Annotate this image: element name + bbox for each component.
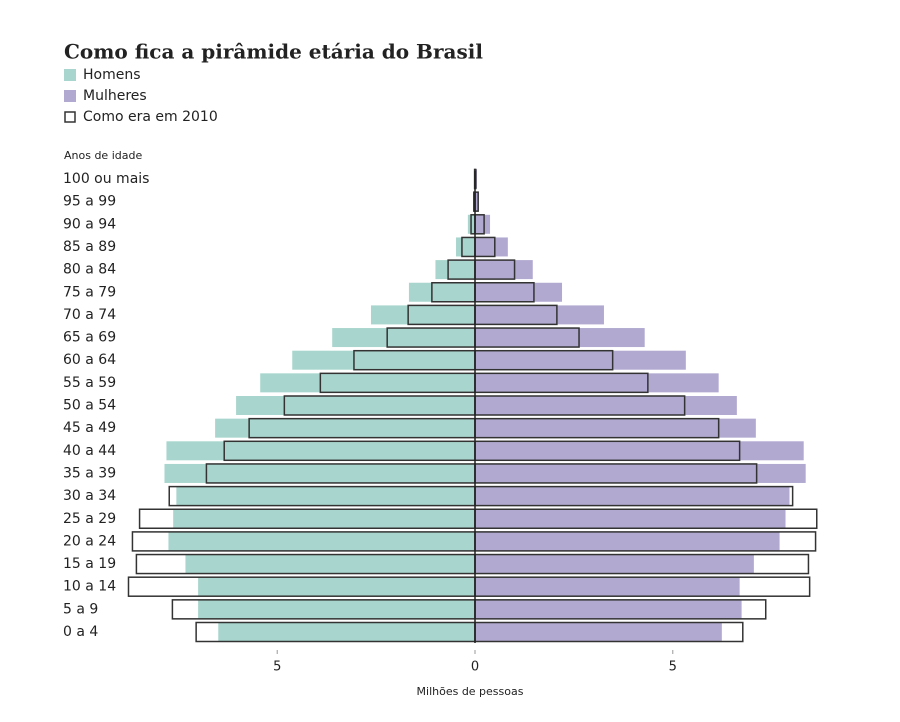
legend-swatch <box>65 112 75 122</box>
bar <box>475 215 490 234</box>
bar <box>260 373 475 392</box>
legend-swatch <box>64 90 76 102</box>
bar <box>475 419 756 438</box>
legend-label: Homens <box>83 67 141 83</box>
bar <box>475 237 508 256</box>
legend-label: Mulheres <box>83 88 147 104</box>
bar <box>168 532 475 551</box>
y-tick-label: 45 a 49 <box>63 420 116 436</box>
y-tick-label: 10 a 14 <box>63 579 116 595</box>
bar <box>475 623 722 642</box>
bar <box>475 373 719 392</box>
bar <box>475 487 789 506</box>
bar <box>475 441 804 460</box>
bar <box>198 577 475 596</box>
bar <box>215 419 475 438</box>
bar <box>176 487 475 506</box>
legend-label: Como era em 2010 <box>83 109 218 125</box>
y-tick-label: 95 a 99 <box>63 194 116 210</box>
y-tick-label: 30 a 34 <box>63 488 116 504</box>
y-tick-label: 20 a 24 <box>63 533 116 549</box>
y-tick-label: 5 a 9 <box>63 601 98 617</box>
y-tick-label: 85 a 89 <box>63 239 116 255</box>
x-axis-label: Milhões de pessoas <box>417 685 524 698</box>
y-axis-label: Anos de idade <box>64 149 142 162</box>
bar <box>475 396 737 415</box>
bar <box>292 351 475 370</box>
legend-swatch <box>64 69 76 81</box>
bar <box>218 623 475 642</box>
bar <box>475 305 604 324</box>
bar <box>185 555 475 574</box>
bar <box>435 260 475 279</box>
y-tick-label: 90 a 94 <box>63 216 116 232</box>
bar <box>166 441 475 460</box>
y-tick-label: 100 ou mais <box>63 171 149 187</box>
y-tick-label: 15 a 19 <box>63 556 116 572</box>
bar <box>475 351 686 370</box>
bar <box>409 283 475 302</box>
x-tick-label: 5 <box>669 660 677 675</box>
y-tick-label: 40 a 44 <box>63 443 116 459</box>
bar <box>475 555 754 574</box>
y-tick-label: 75 a 79 <box>63 284 116 300</box>
bar <box>475 260 533 279</box>
bar <box>371 305 475 324</box>
bar <box>475 509 786 528</box>
bar <box>198 600 475 619</box>
y-tick-label: 55 a 59 <box>63 375 116 391</box>
y-tick-label: 0 a 4 <box>63 624 98 640</box>
y-tick-label: 70 a 74 <box>63 307 116 323</box>
bar <box>475 600 742 619</box>
x-tick-label: 0 <box>471 660 479 675</box>
bar <box>475 532 780 551</box>
bar <box>236 396 475 415</box>
y-tick-label: 35 a 39 <box>63 465 116 481</box>
bar <box>475 577 740 596</box>
bar <box>173 509 475 528</box>
y-tick-label: 80 a 84 <box>63 262 116 278</box>
bar <box>164 464 475 483</box>
bar <box>475 283 562 302</box>
y-tick-label: 60 a 64 <box>63 352 116 368</box>
chart-title: Como fica a pirâmide etária do Brasil <box>64 40 483 64</box>
bar <box>332 328 475 347</box>
y-tick-label: 50 a 54 <box>63 398 116 414</box>
x-tick-label: 5 <box>273 660 281 675</box>
y-tick-label: 65 a 69 <box>63 330 116 346</box>
bar <box>456 237 475 256</box>
y-tick-label: 25 a 29 <box>63 511 116 527</box>
bar <box>475 328 645 347</box>
